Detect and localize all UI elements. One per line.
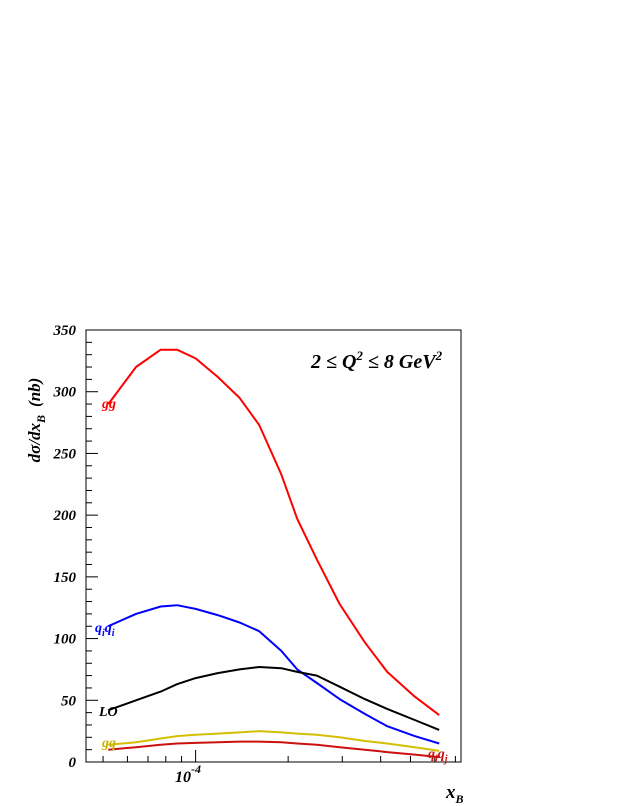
y-tick-label: 250	[53, 446, 77, 462]
y-tick-label: 50	[61, 693, 77, 709]
series-label-qiqj: qiqj	[428, 747, 448, 765]
y-tick-label: 100	[54, 632, 77, 648]
y-tick-label: 150	[54, 570, 77, 586]
y-tick-label: 200	[53, 508, 77, 524]
series-curves	[107, 348, 440, 759]
series-line-3	[108, 730, 440, 752]
x-axis-ticks	[102, 750, 456, 762]
series-label-lo: LO	[98, 705, 118, 720]
plot-frame	[85, 329, 462, 763]
series-label-gg: gg	[101, 397, 116, 412]
series-line-1	[107, 604, 440, 745]
y-axis-ticks: 0 50 100 150 200 250 300 350	[53, 323, 98, 771]
x-tick-label: 10-4	[175, 762, 201, 786]
series-line-0	[107, 348, 440, 716]
x-axis-label: xB	[445, 782, 464, 806]
series-label-gq: gq	[101, 736, 116, 751]
series-line-2	[107, 666, 440, 731]
y-axis-label: dσ/dxB(nb)	[25, 378, 48, 463]
q2-range-annotation: 2 ≤ Q2 ≤ 8 GeV2	[310, 348, 443, 373]
y-tick-label: 350	[53, 323, 77, 339]
series-line-4	[108, 740, 440, 759]
y-tick-label: 0	[69, 755, 77, 771]
y-tick-label: 300	[53, 385, 77, 401]
series-label-qiqi: qiqi	[95, 621, 115, 639]
